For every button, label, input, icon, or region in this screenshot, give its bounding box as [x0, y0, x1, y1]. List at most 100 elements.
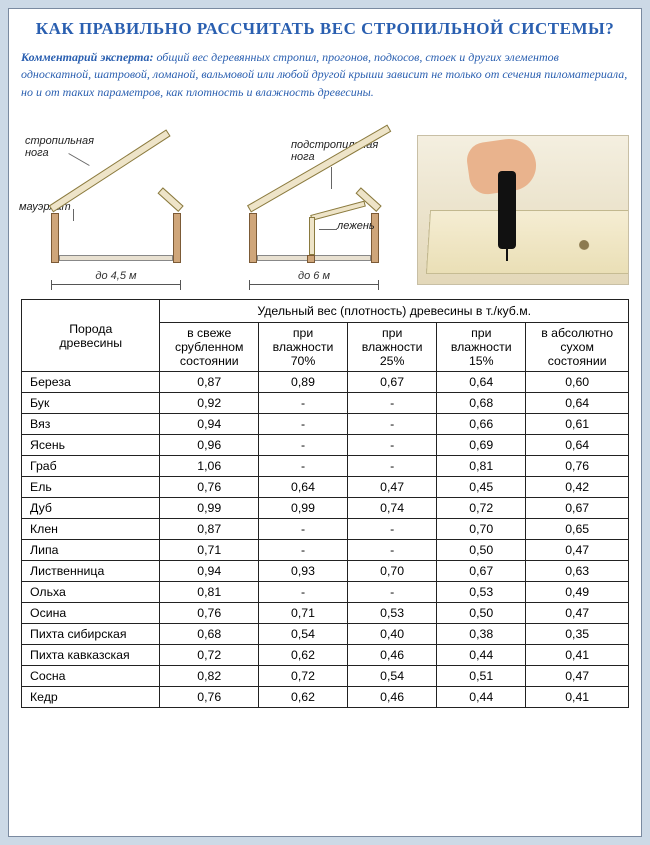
- label-line: [319, 229, 337, 230]
- post: [309, 217, 315, 255]
- density-cell: -: [348, 519, 437, 540]
- density-cell: 1,06: [160, 456, 258, 477]
- density-cell: -: [258, 582, 347, 603]
- density-cell: -: [258, 456, 347, 477]
- density-cell: 0,54: [348, 666, 437, 687]
- table-row: Береза0,870,890,670,640,60: [22, 372, 629, 393]
- density-cell: 0,64: [437, 372, 526, 393]
- column-header: в абсолютносухомсостоянии: [526, 323, 629, 372]
- density-cell: 0,53: [348, 603, 437, 624]
- density-cell: 0,38: [437, 624, 526, 645]
- density-cell: 0,76: [526, 456, 629, 477]
- expert-comment: Комментарий эксперта: общий вес деревянн…: [21, 49, 629, 101]
- group-header: Удельный вес (плотность) древесины в т./…: [160, 300, 629, 323]
- density-cell: 0,71: [160, 540, 258, 561]
- density-cell: 0,68: [437, 393, 526, 414]
- density-cell: 0,93: [258, 561, 347, 582]
- density-cell: 0,74: [348, 498, 437, 519]
- density-cell: 0,94: [160, 414, 258, 435]
- density-cell: 0,62: [258, 645, 347, 666]
- wood-species-cell: Ель: [22, 477, 160, 498]
- density-cell: 0,72: [437, 498, 526, 519]
- wood-species-cell: Граб: [22, 456, 160, 477]
- density-cell: 0,47: [348, 477, 437, 498]
- table-row: Бук0,92--0,680,64: [22, 393, 629, 414]
- label-line: [73, 209, 74, 221]
- density-cell: 0,67: [348, 372, 437, 393]
- density-cell: 0,81: [437, 456, 526, 477]
- label-rafter-a: стропильнаянога: [25, 135, 94, 159]
- table-row: Пихта сибирская0,680,540,400,380,35: [22, 624, 629, 645]
- density-cell: 0,41: [526, 645, 629, 666]
- table-row: Липа0,71--0,500,47: [22, 540, 629, 561]
- density-cell: 0,99: [258, 498, 347, 519]
- density-cell: -: [348, 393, 437, 414]
- density-cell: -: [348, 582, 437, 603]
- density-cell: 0,49: [526, 582, 629, 603]
- table-row: Лиственница0,940,930,700,670,63: [22, 561, 629, 582]
- density-cell: 0,54: [258, 624, 347, 645]
- density-cell: 0,47: [526, 666, 629, 687]
- dimension-line: [51, 284, 181, 285]
- density-cell: 0,47: [526, 540, 629, 561]
- column-header: привлажности15%: [437, 323, 526, 372]
- table-row: Ольха0,81--0,530,49: [22, 582, 629, 603]
- wood-species-cell: Сосна: [22, 666, 160, 687]
- table-row: Клен0,87--0,700,65: [22, 519, 629, 540]
- density-cell: 0,87: [160, 372, 258, 393]
- density-table: Породадревесины Удельный вес (плотность)…: [21, 299, 629, 708]
- wood-species-cell: Пихта сибирская: [22, 624, 160, 645]
- sill: [307, 255, 315, 263]
- density-cell: 0,71: [258, 603, 347, 624]
- density-cell: 0,96: [160, 435, 258, 456]
- wood-species-cell: Кедр: [22, 687, 160, 708]
- table-row: Кедр0,760,620,460,440,41: [22, 687, 629, 708]
- density-cell: 0,70: [437, 519, 526, 540]
- label-line: [331, 167, 332, 189]
- density-cell: 0,89: [258, 372, 347, 393]
- density-cell: 0,76: [160, 603, 258, 624]
- table-row: Сосна0,820,720,540,510,47: [22, 666, 629, 687]
- density-cell: 0,50: [437, 603, 526, 624]
- density-cell: -: [348, 456, 437, 477]
- density-cell: 0,67: [437, 561, 526, 582]
- roof-diagram-a: стропильнаянога мауэрлат до 4,5 м: [21, 135, 211, 285]
- density-cell: 0,67: [526, 498, 629, 519]
- table-row: Ель0,760,640,470,450,42: [22, 477, 629, 498]
- wood-plank: [426, 210, 629, 274]
- dimension-line: [249, 284, 379, 285]
- density-cell: -: [348, 435, 437, 456]
- wood-species-cell: Осина: [22, 603, 160, 624]
- density-cell: 0,76: [160, 477, 258, 498]
- density-cell: 0,46: [348, 645, 437, 666]
- density-cell: -: [258, 414, 347, 435]
- row-header: Породадревесины: [22, 300, 160, 372]
- density-cell: -: [258, 540, 347, 561]
- comment-lead: Комментарий эксперта:: [21, 50, 153, 64]
- density-cell: -: [258, 435, 347, 456]
- density-cell: 0,68: [160, 624, 258, 645]
- wood-species-cell: Ясень: [22, 435, 160, 456]
- table-row: Пихта кавказская0,720,620,460,440,41: [22, 645, 629, 666]
- density-cell: 0,35: [526, 624, 629, 645]
- density-cell: 0,40: [348, 624, 437, 645]
- roof-diagram-b: подстропильнаянога лежень до 6 м: [219, 135, 409, 285]
- wood-species-cell: Пихта кавказская: [22, 645, 160, 666]
- density-cell: 0,60: [526, 372, 629, 393]
- table-body: Береза0,870,890,670,640,60Бук0,92--0,680…: [22, 372, 629, 708]
- wood-species-cell: Береза: [22, 372, 160, 393]
- wall-left: [51, 213, 59, 263]
- moisture-meter: [498, 171, 516, 249]
- table-row: Вяз0,94--0,660,61: [22, 414, 629, 435]
- density-cell: 0,44: [437, 687, 526, 708]
- density-cell: 0,47: [526, 603, 629, 624]
- density-cell: 0,76: [160, 687, 258, 708]
- density-cell: 0,64: [526, 435, 629, 456]
- page-title: КАК ПРАВИЛЬНО РАССЧИТАТЬ ВЕС СТРОПИЛЬНОЙ…: [21, 19, 629, 39]
- table-row: Осина0,760,710,530,500,47: [22, 603, 629, 624]
- density-cell: 0,63: [526, 561, 629, 582]
- density-cell: 0,64: [258, 477, 347, 498]
- density-cell: 0,42: [526, 477, 629, 498]
- density-cell: 0,46: [348, 687, 437, 708]
- density-cell: 0,62: [258, 687, 347, 708]
